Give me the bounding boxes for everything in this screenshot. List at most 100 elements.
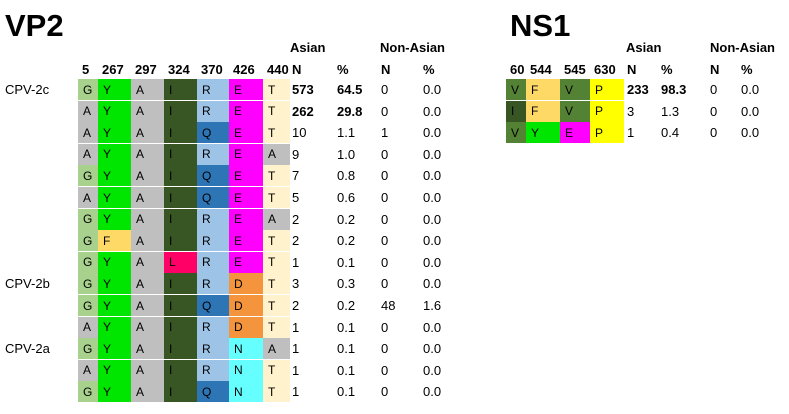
vp2-aa-cell: D [229, 295, 263, 316]
vp2-aa-cell: R [197, 359, 229, 381]
ns1-aa-cell: E [560, 122, 590, 144]
vp2-aa-cell: R [197, 230, 229, 252]
vp2-count-value: 0.2 [337, 233, 356, 249]
vp2-aa-cell: T [263, 122, 290, 144]
vp2-count-value: 0 [381, 146, 389, 162]
vp2-position-label: 370 [201, 62, 223, 77]
vp2-aa-cell: A [263, 208, 290, 230]
ns1-aa-cell: P [590, 100, 624, 122]
vp2-aa-cell: G [78, 79, 98, 100]
vp2-aa-cell: T [263, 316, 290, 338]
vp2-aa-cell: Y [98, 338, 131, 360]
vp2-aa-cell: Y [98, 359, 131, 381]
ns1-count-value: 1.3 [661, 103, 680, 119]
vp2-aa-cell: A [263, 143, 290, 165]
vp2-count-value: 0 [381, 190, 389, 205]
vp2-aa-cell: E [229, 79, 263, 100]
vp2-count-value: 0.3 [337, 276, 356, 292]
vp2-aa-cell: Y [98, 122, 131, 144]
ns1-aa-cell: Y [526, 122, 560, 144]
vp2-aa-cell: I [164, 143, 197, 165]
ns1-count-value: 1 [627, 125, 635, 141]
vp2-aa-cell: A [131, 359, 164, 381]
ns1-count-header: % [741, 62, 753, 77]
vp2-aa-cell: A [131, 273, 164, 295]
vp2-count-value: 0.0 [423, 233, 442, 249]
vp2-position-label: 5 [82, 62, 90, 77]
ns1-aa-cell: V [506, 122, 526, 144]
vp2-aa-cell: I [164, 273, 197, 295]
vp2-count-value: 0 [381, 341, 389, 357]
vp2-variant-label: CPV-2a [5, 341, 50, 357]
vp2-count-value: 1 [292, 384, 300, 400]
vp2-aa-cell: E [229, 230, 263, 252]
vp2-variant-label: CPV-2b [5, 276, 50, 292]
ns1-position-label: 630 [594, 62, 616, 77]
vp2-count-value: 0.2 [337, 211, 356, 227]
ns1-count-value: 233 [627, 82, 649, 97]
vp2-count-value: 0.0 [423, 190, 442, 205]
vp2-count-value: 0.0 [423, 82, 442, 97]
vp2-aa-cell: N [229, 381, 263, 403]
vp2-aa-cell: E [229, 208, 263, 230]
vp2-count-value: 0.0 [423, 362, 442, 378]
vp2-count-value: 1.0 [337, 146, 356, 162]
vp2-count-header: % [423, 62, 435, 77]
vp2-aa-cell: G [78, 165, 98, 187]
vp2-aa-cell: T [263, 230, 290, 252]
vp2-count-value: 0.0 [423, 103, 442, 119]
vp2-aa-cell: T [263, 381, 290, 403]
vp2-count-value: 0 [381, 103, 389, 119]
vp2-aa-cell: I [164, 187, 197, 208]
ns1-count-value: 0.0 [741, 103, 760, 119]
vp2-aa-cell: A [78, 122, 98, 144]
ns1-count-value: 0.4 [661, 125, 680, 141]
vp2-count-value: 0.0 [423, 384, 442, 400]
vp2-aa-cell: N [229, 338, 263, 360]
vp2-count-header: N [292, 62, 302, 77]
vp2-aa-cell: R [197, 208, 229, 230]
vp2-count-value: 29.8 [337, 103, 363, 119]
vp2-aa-cell: T [263, 251, 290, 273]
vp2-count-value: 0.0 [423, 168, 442, 184]
ns1-position-label: 544 [530, 62, 552, 77]
ns1-aa-cell: P [590, 79, 624, 100]
ns1-count-value: 0 [710, 103, 718, 119]
vp2-aa-cell: F [98, 230, 131, 252]
vp2-count-value: 0 [381, 254, 389, 270]
ns1-aa-cell: P [590, 122, 624, 144]
vp2-aa-cell: Y [98, 100, 131, 122]
vp2-aa-cell: Y [98, 251, 131, 273]
ns1-aa-cell: V [560, 79, 590, 100]
vp2-count-value: 0 [381, 362, 389, 378]
vp2-aa-cell: G [78, 295, 98, 316]
vp2-aa-cell: I [164, 230, 197, 252]
vp2-count-value: 0.0 [423, 254, 442, 270]
vp2-count-value: 0.0 [423, 319, 442, 335]
vp2-aa-cell: T [263, 100, 290, 122]
vp2-position-label: 426 [233, 62, 255, 77]
vp2-aa-cell: Y [98, 187, 131, 208]
vp2-nonasian-header: Non-Asian [380, 40, 445, 55]
vp2-aa-cell: I [164, 165, 197, 187]
vp2-count-value: 0 [381, 233, 389, 249]
vp2-count-value: 7 [292, 168, 300, 184]
ns1-aa-cell: F [526, 79, 560, 100]
vp2-count-value: 1 [381, 125, 389, 141]
vp2-aa-cell: A [131, 338, 164, 360]
ns1-position-label: 545 [564, 62, 586, 77]
ns1-nonasian-header: Non-Asian [710, 40, 775, 55]
vp2-aa-cell: Y [98, 273, 131, 295]
vp2-aa-cell: A [78, 143, 98, 165]
vp2-aa-cell: R [197, 100, 229, 122]
vp2-aa-cell: I [164, 122, 197, 144]
vp2-aa-cell: A [78, 359, 98, 381]
vp2-aa-cell: Y [98, 165, 131, 187]
vp2-count-header: % [337, 62, 349, 77]
ns1-count-value: 98.3 [661, 82, 687, 97]
ns1-count-value: 0 [710, 125, 718, 141]
vp2-aa-cell: T [263, 187, 290, 208]
vp2-variant-label: CPV-2c [5, 82, 50, 97]
vp2-count-value: 0 [381, 276, 389, 292]
ns1-count-value: 0.0 [741, 125, 760, 141]
